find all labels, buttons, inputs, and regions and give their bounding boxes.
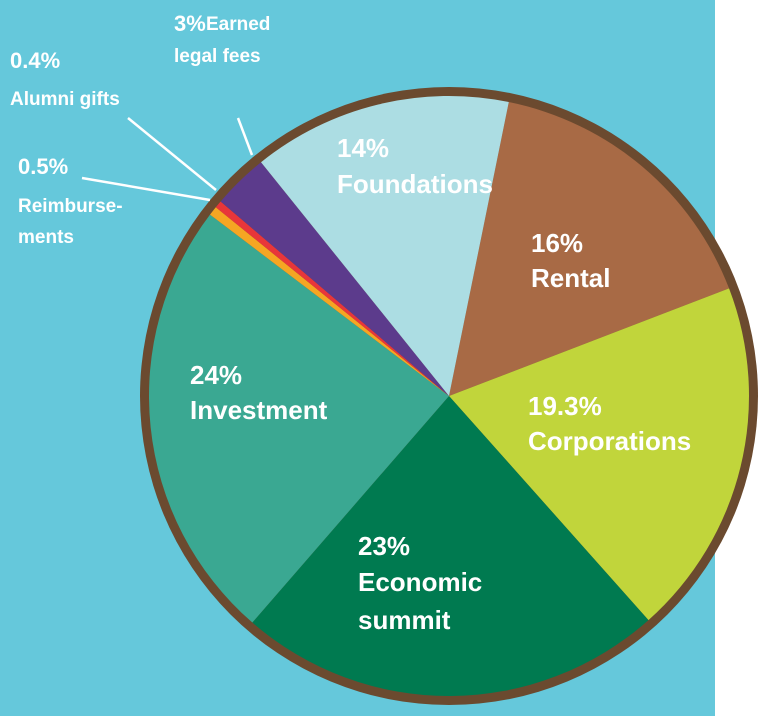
pie-slice xyxy=(449,102,730,397)
value-label: 24% xyxy=(190,360,242,390)
pie-slice xyxy=(220,162,449,396)
slice-label: Reimburse-ments xyxy=(18,196,123,248)
value-label: 0.5% xyxy=(18,154,68,179)
pie-slice xyxy=(252,396,649,696)
pie-slice xyxy=(210,207,449,396)
slice-label: Foundations xyxy=(337,169,493,199)
slice-label: Rental xyxy=(531,263,610,293)
leader-line xyxy=(127,117,217,191)
slice-label: Investment xyxy=(190,395,328,425)
slice-label: Alumni gifts xyxy=(10,89,120,110)
pie-slice xyxy=(148,214,450,623)
value-label: 19.3% xyxy=(528,391,602,421)
slice-label: Corporations xyxy=(528,426,691,456)
leader-line xyxy=(81,176,211,202)
slice-label: Economic summit xyxy=(358,567,482,635)
value-label: 0.4% xyxy=(10,48,60,73)
value-label: 16% xyxy=(531,228,583,258)
value-label: 14% xyxy=(337,133,389,163)
pie-slice xyxy=(261,96,509,397)
leader-line xyxy=(236,117,254,156)
value-label: 3% xyxy=(174,11,206,36)
pie-slice xyxy=(215,201,449,396)
slice-label: Earned legal fees xyxy=(174,14,270,67)
pie-slice xyxy=(449,288,750,621)
value-label: 23% xyxy=(358,531,410,561)
